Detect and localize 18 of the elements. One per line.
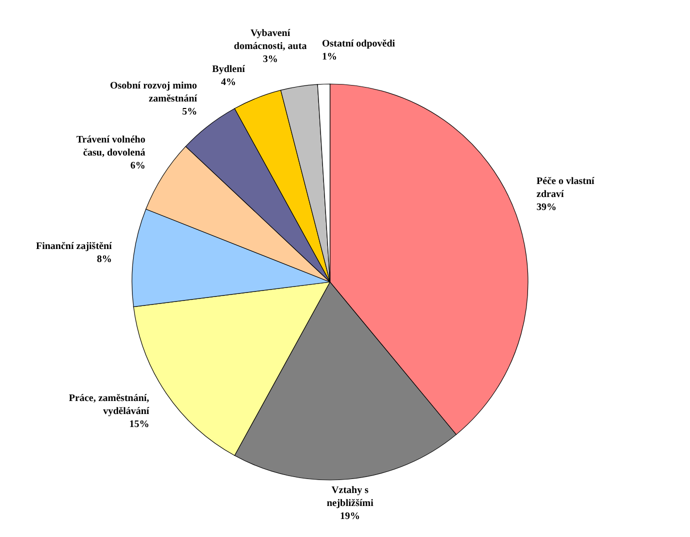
data-label: 19%: [340, 511, 360, 522]
slice-label: Finanční zajištění: [36, 240, 112, 252]
slice-label: Osobní rozvoj mimo zaměstnání: [110, 80, 198, 104]
slice-label: Bydlení: [212, 64, 246, 75]
data-label: 15%: [129, 419, 150, 430]
data-label: 5%: [182, 106, 198, 118]
slice-label: Vztahy s nejbližšími: [326, 485, 374, 510]
data-label: 4%: [221, 76, 236, 88]
data-label: 39%: [536, 202, 557, 214]
slice-label: Péče o vlastní zdraví: [536, 176, 595, 200]
data-label: 1%: [322, 52, 337, 63]
slice-label: Vybavení domácnosti, auta: [234, 28, 307, 52]
data-label: 6%: [130, 160, 146, 172]
slice-label: Ostatní odpovědi: [322, 38, 396, 50]
data-label: 3%: [262, 54, 278, 66]
slice-label: Práce, zaměstnání, vydělávání: [68, 393, 150, 418]
slice-label: Trávení volného času, dovolená: [76, 134, 146, 158]
data-label: 8%: [96, 254, 112, 265]
